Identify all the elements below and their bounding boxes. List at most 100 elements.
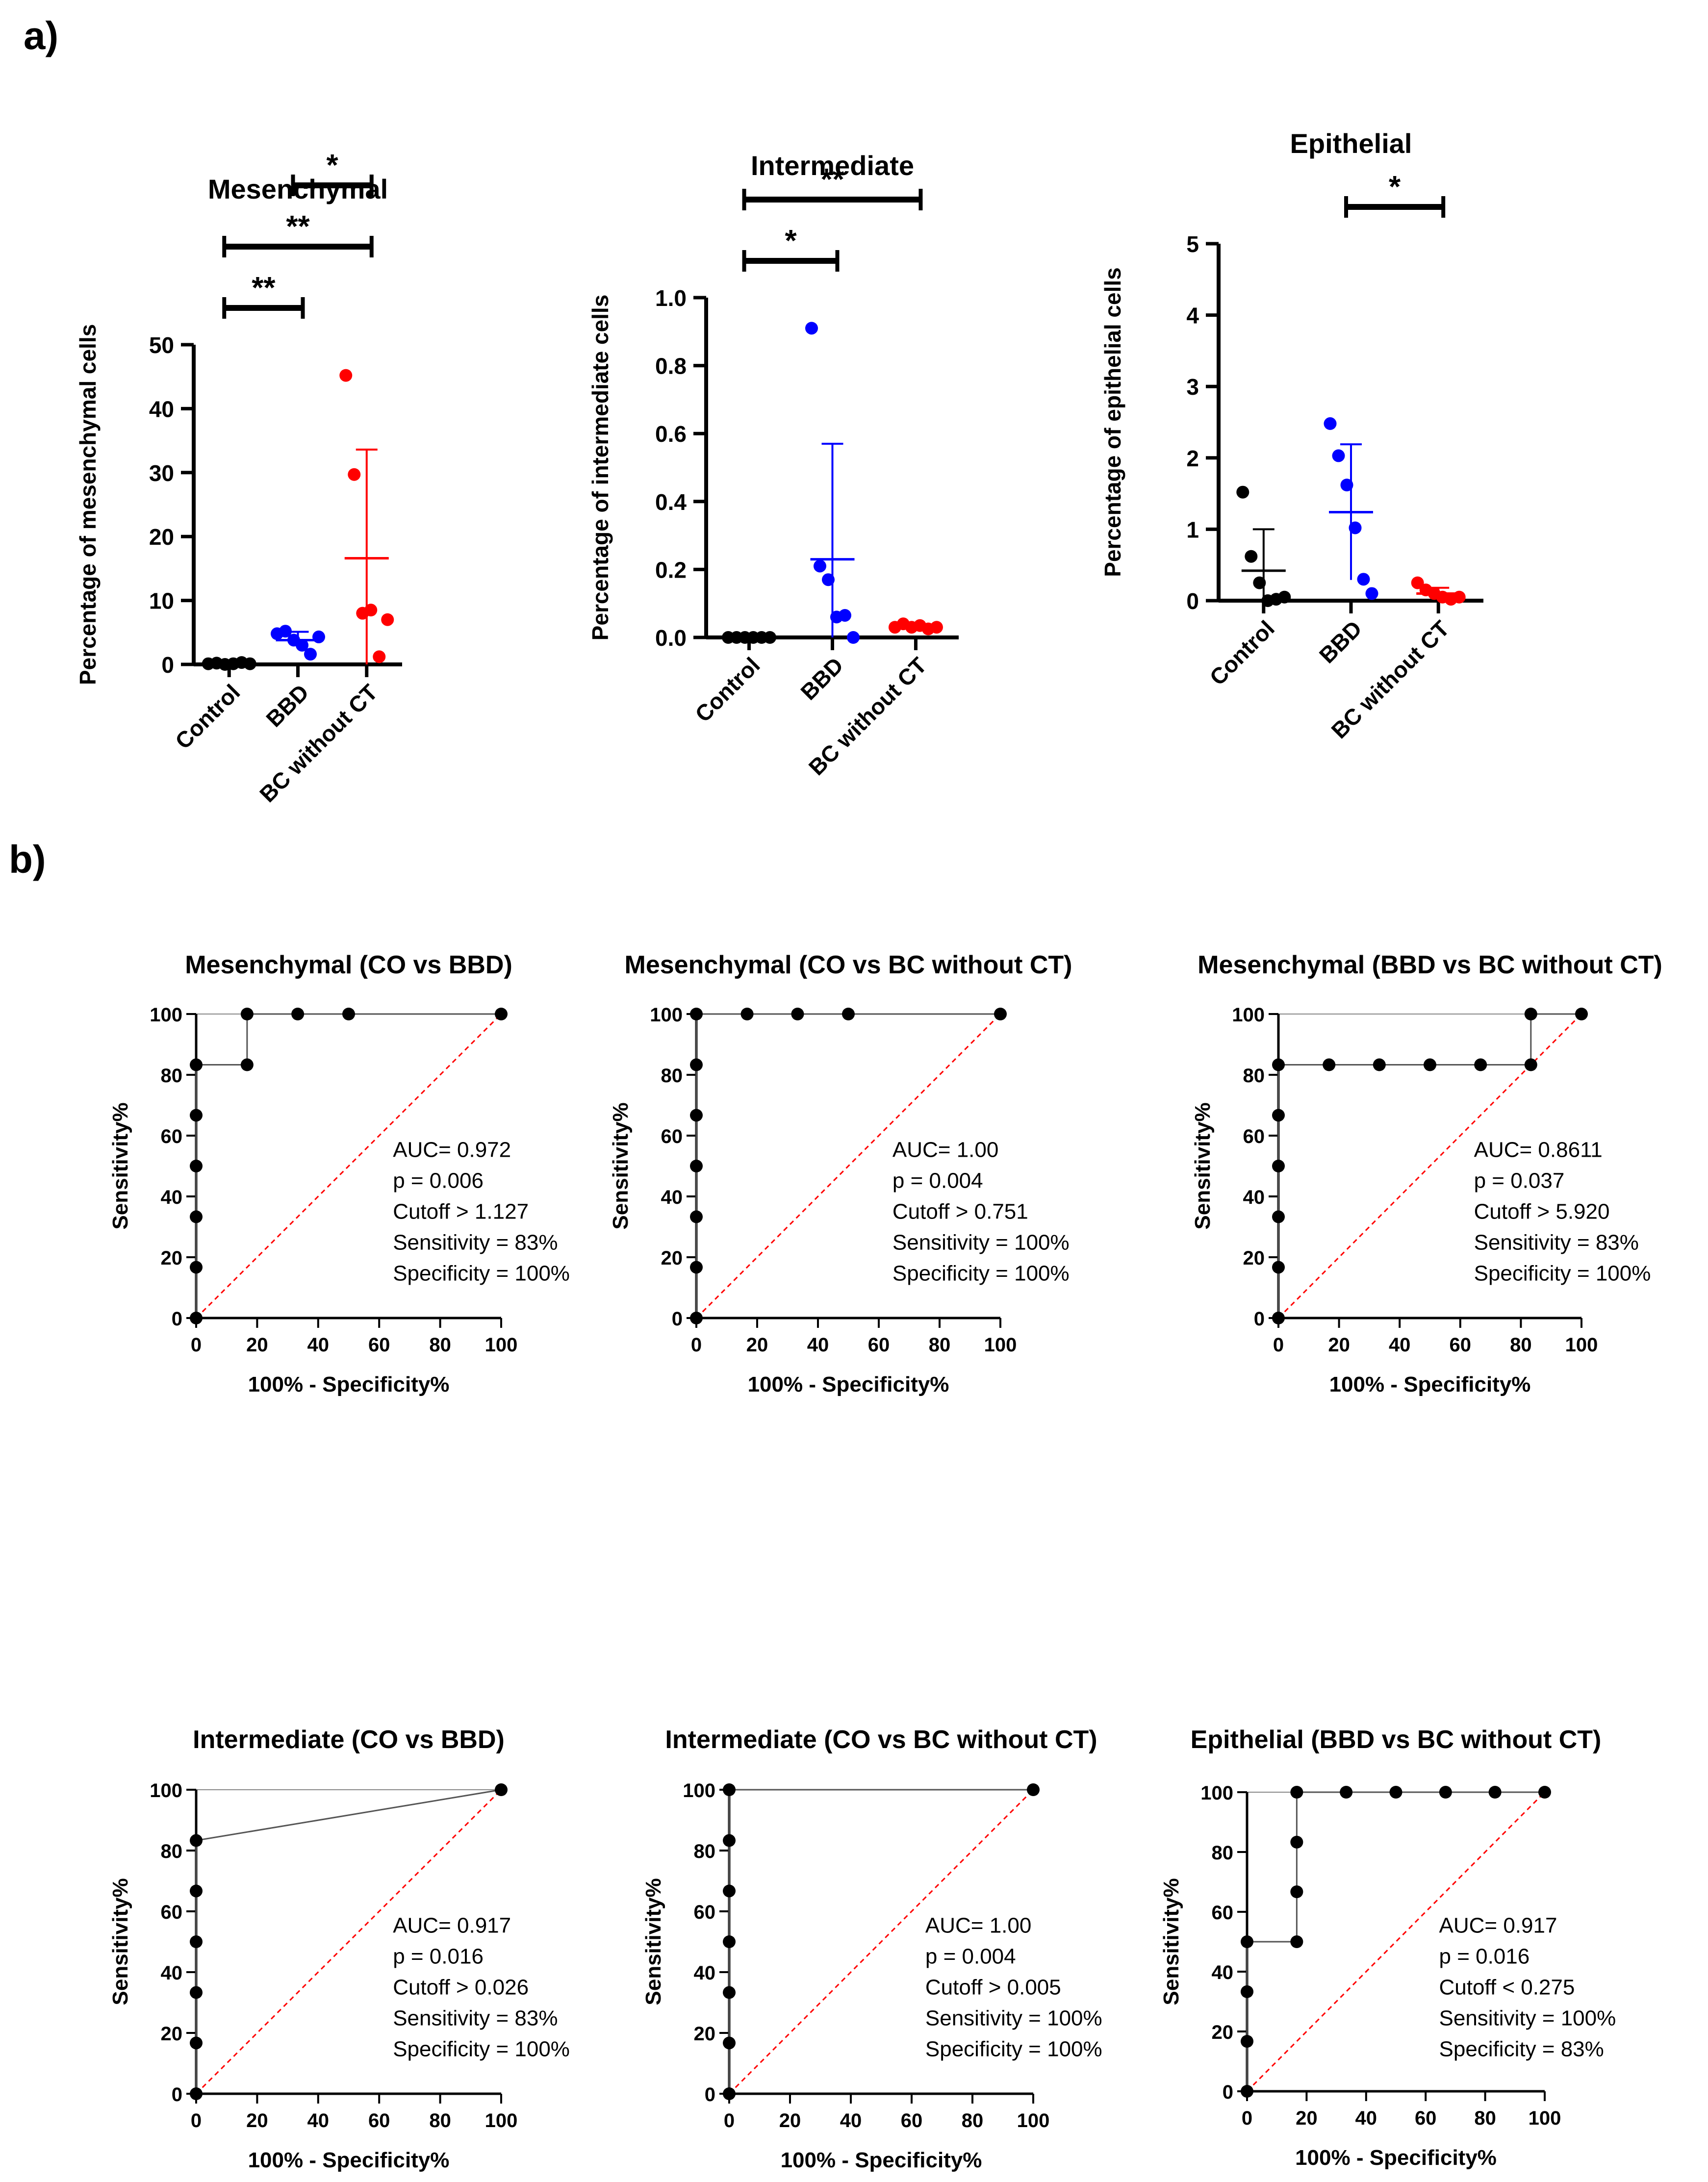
stats-annotation: AUC= 0.917 — [393, 1913, 511, 1937]
roc-point — [240, 1058, 254, 1071]
roc-point — [1290, 1786, 1303, 1799]
data-point — [364, 604, 378, 617]
roc-point — [495, 1783, 508, 1796]
roc-point — [723, 2087, 736, 2100]
x-tick-label: 20 — [779, 2110, 801, 2131]
data-point — [1324, 417, 1337, 430]
x-tick-label: 40 — [307, 2110, 330, 2131]
y-axis-label: Sensitivity% — [1159, 1878, 1183, 2005]
x-tick-label: 60 — [868, 1334, 890, 1356]
roc-point — [190, 1058, 203, 1071]
y-tick-label: 40 — [161, 1962, 183, 1984]
x-axis-label: 100% - Specificity% — [248, 1372, 450, 1396]
x-tick-label: 40 — [1389, 1334, 1411, 1356]
chart-title: Mesenchymal (CO vs BC without CT) — [625, 951, 1072, 979]
roc-point — [1488, 1786, 1502, 1799]
x-axis-label: 100% - Specificity% — [748, 1372, 949, 1396]
y-tick-label: 80 — [1243, 1065, 1265, 1087]
y-tick-label: 0 — [705, 2084, 715, 2106]
roc-point — [1323, 1058, 1336, 1071]
roc-point — [690, 1109, 703, 1122]
dot-plot-1: Intermediate 0.0 0.2 0.4 0.6 0.8 1.0 Percentage… — [587, 150, 959, 780]
stats-annotation: Sensitivity = 83% — [1474, 1230, 1639, 1254]
roc-chart-5: Mesenchymal (BBD vs BC without CT) 00 20 20… — [1191, 951, 1662, 1396]
panel-label-b: b) — [9, 837, 46, 881]
roc-point — [723, 1834, 736, 1847]
significance-label: * — [327, 149, 339, 182]
y-tick-label: 0 — [161, 652, 174, 678]
roc-point — [1272, 1261, 1285, 1274]
chance-diagonal — [195, 1789, 502, 2095]
x-tick-label: 80 — [429, 1334, 451, 1356]
roc-chart-4: Mesenchymal (CO vs BC without CT) 00 20 20 4… — [609, 951, 1072, 1396]
stats-annotation: AUC= 1.00 — [892, 1138, 998, 1162]
chance-diagonal — [195, 1013, 502, 1319]
y-tick-label: 60 — [694, 1902, 716, 1923]
roc-curve — [728, 1789, 1033, 2094]
y-tick-label: 40 — [161, 1187, 183, 1208]
roc-point — [723, 1884, 736, 1898]
stats-annotation: Sensitivity = 100% — [1439, 2006, 1616, 2030]
chart-title: Intermediate (CO vs BBD) — [193, 1725, 505, 1754]
stats-annotation: AUC= 0.972 — [393, 1138, 511, 1162]
y-tick-label: 100 — [150, 1780, 182, 1801]
roc-point — [1272, 1312, 1285, 1324]
y-tick-label: 80 — [161, 1841, 183, 1862]
stats-annotation: Cutoff > 0.005 — [925, 1975, 1061, 1999]
data-point — [1332, 449, 1345, 462]
roc-point — [190, 1884, 203, 1898]
x-tick-label: 40 — [307, 1334, 330, 1356]
data-point — [1253, 576, 1266, 589]
data-point — [839, 609, 851, 622]
roc-point — [1575, 1008, 1588, 1020]
x-axis-label: 100% - Specificity% — [1329, 1372, 1531, 1396]
y-axis-label: Percentage of intermediate cells — [587, 295, 613, 641]
roc-point — [1389, 1786, 1402, 1799]
chart-title: Mesenchymal — [208, 174, 388, 204]
data-point — [930, 621, 943, 634]
roc-point — [240, 1008, 254, 1020]
x-tick-label: 60 — [368, 1334, 390, 1356]
chance-diagonal — [728, 1789, 1034, 2095]
x-tick-label: 20 — [746, 1334, 768, 1356]
roc-point — [1290, 1935, 1303, 1948]
x-tick-label: 80 — [1474, 2107, 1496, 2129]
roc-point — [1524, 1058, 1537, 1071]
stats-annotation: Specificity = 83% — [1439, 2037, 1604, 2061]
y-tick-label: 40 — [1243, 1187, 1265, 1208]
roc-point — [690, 1058, 703, 1071]
stats-annotation: p = 0.004 — [892, 1168, 983, 1192]
roc-chart-6: Intermediate (CO vs BBD) 00 20 20 40 40 60 60 80… — [108, 1725, 570, 2172]
roc-point — [690, 1210, 703, 1223]
significance-label: * — [1389, 170, 1401, 204]
data-point — [1236, 485, 1249, 499]
significance-label: ** — [820, 163, 844, 197]
data-point — [1411, 576, 1424, 589]
x-tick-label: 20 — [1296, 2107, 1318, 2129]
x-tick-label: Control — [1204, 615, 1279, 690]
roc-point — [842, 1008, 855, 1020]
stats-annotation: Sensitivity = 83% — [393, 1230, 558, 1254]
x-axis-label: 100% - Specificity% — [248, 2148, 450, 2172]
y-tick-label: 60 — [161, 1126, 183, 1147]
y-tick-label: 60 — [1243, 1126, 1265, 1147]
y-tick-label: 10 — [149, 588, 174, 614]
stats-annotation: p = 0.016 — [1439, 1945, 1530, 1969]
x-tick-label: 80 — [1510, 1334, 1532, 1356]
panel-label-a: a) — [24, 14, 58, 57]
y-tick-label: 60 — [661, 1126, 683, 1147]
data-point — [814, 559, 826, 573]
y-tick-label: 0.0 — [655, 625, 687, 651]
x-axis-label: 100% - Specificity% — [781, 2148, 982, 2172]
data-point — [1340, 479, 1353, 492]
roc-point — [190, 1834, 203, 1847]
roc-chart-3: Mesenchymal (CO vs BBD) 00 20 20 40 40 60 60 80 8… — [108, 951, 570, 1396]
y-tick-label: 0 — [1254, 1308, 1265, 1330]
y-axis-label: Sensitivity% — [108, 1102, 132, 1229]
chart-title: Epithelial — [1290, 128, 1412, 159]
y-tick-label: 40 — [694, 1962, 716, 1984]
x-tick-label: 0 — [1273, 1334, 1284, 1356]
roc-point — [1439, 1786, 1452, 1799]
x-tick-label: 60 — [368, 2110, 390, 2131]
